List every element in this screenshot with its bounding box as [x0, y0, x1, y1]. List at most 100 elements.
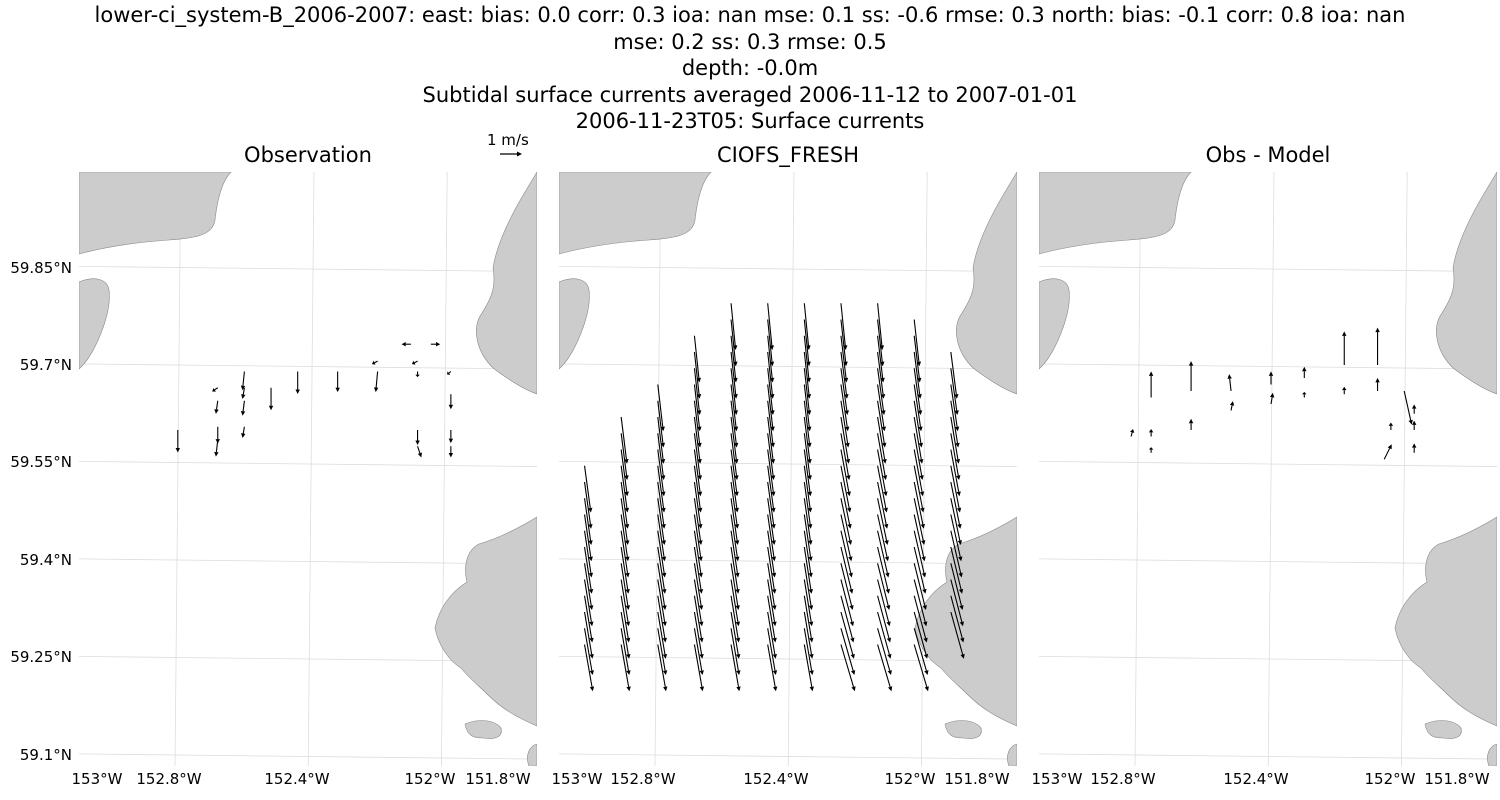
current-vector-arrow: [913, 400, 924, 448]
current-vector-arrow: [950, 400, 960, 448]
current-vector-arrow: [620, 628, 631, 675]
current-vector-arrow: [913, 368, 923, 415]
current-vector-arrow: [693, 514, 703, 562]
current-vector-arrow: [913, 384, 923, 432]
current-vector-arrow: [877, 498, 889, 545]
current-vector-arrow: [840, 546, 854, 594]
current-vector-arrow: [730, 351, 738, 399]
lat-tick-label: 59.25°N: [10, 648, 72, 666]
lon-tick-label: 151.8°W: [1424, 770, 1490, 788]
lon-tick-label: 151.8°W: [944, 770, 1010, 788]
current-vector-arrow: [730, 449, 739, 497]
current-vector-arrow: [840, 351, 849, 399]
land-polygon: [1424, 720, 1462, 739]
current-vector-arrow: [913, 563, 927, 610]
lat-tick-label: 59.1°N: [19, 746, 72, 764]
current-vector-arrow: [657, 628, 668, 675]
current-vector-arrow: [840, 644, 856, 692]
current-vector-arrow: [767, 579, 777, 627]
current-vector-arrow: [657, 449, 666, 497]
current-vector-arrow: [1148, 429, 1154, 437]
land-polygon: [559, 172, 712, 255]
current-vector-arrow: [767, 303, 775, 350]
current-vector-arrow: [401, 342, 411, 347]
current-vector-arrow: [950, 449, 961, 497]
current-vector-arrow: [913, 351, 922, 399]
map-panel-difference[interactable]: [1039, 172, 1497, 766]
current-vector-arrow: [1342, 386, 1347, 395]
current-vector-arrow: [1383, 444, 1392, 460]
current-vector-arrow: [950, 351, 959, 399]
current-vector-arrow: [803, 595, 814, 643]
land-polygon: [1394, 516, 1497, 727]
current-vector-arrow: [767, 546, 777, 594]
map-panel-model[interactable]: [559, 172, 1017, 766]
current-vector-arrow: [877, 335, 885, 383]
current-vector-arrow: [1411, 443, 1417, 453]
current-vector-arrow: [840, 628, 856, 675]
current-vector-arrow: [620, 498, 630, 545]
current-vector-arrow: [693, 384, 702, 432]
current-vector-arrow: [913, 514, 926, 562]
current-vector-arrow: [840, 465, 852, 513]
current-vector-arrow: [373, 371, 379, 393]
current-vector-arrow: [803, 433, 812, 480]
current-vector-arrow: [840, 481, 852, 529]
current-vector-arrow: [1342, 331, 1347, 365]
current-vector-arrow: [840, 416, 851, 464]
current-vector-arrow: [840, 319, 848, 367]
current-vector-arrow: [693, 611, 704, 659]
current-vector-arrow: [913, 595, 928, 643]
current-vector-arrow: [767, 644, 778, 692]
current-vector-arrow: [583, 628, 594, 675]
current-vector-arrow: [840, 384, 850, 432]
current-vector-arrow: [803, 400, 812, 448]
current-vector-arrow: [913, 481, 925, 529]
current-vector-arrow: [620, 449, 629, 497]
lat-tick-label: 59.4°N: [19, 551, 72, 569]
current-vector-arrow: [950, 368, 959, 415]
lon-gridline: [654, 172, 662, 766]
current-vector-arrow: [657, 644, 668, 692]
current-vector-arrow: [877, 433, 888, 480]
lon-tick-label: 152°W: [884, 770, 936, 788]
current-vector-arrow: [1148, 447, 1154, 453]
current-vector-arrow: [840, 595, 855, 643]
map-panel-observation[interactable]: [79, 172, 537, 766]
current-vector-arrow: [583, 611, 594, 659]
current-vector-arrow: [583, 530, 594, 578]
current-vector-arrow: [877, 303, 885, 350]
lon-tick-label: 152.4°W: [264, 770, 330, 788]
current-vector-arrow: [803, 416, 812, 464]
current-vector-arrow: [657, 514, 667, 562]
current-vector-arrow: [877, 563, 891, 610]
current-vector-arrow: [620, 546, 630, 594]
current-vector-arrow: [913, 546, 927, 594]
lon-tick-label: 152.8°W: [136, 770, 202, 788]
current-vector-arrow: [448, 430, 454, 444]
current-vector-arrow: [877, 416, 887, 464]
land-polygon: [1039, 278, 1070, 370]
land-polygon: [434, 516, 537, 727]
current-vector-arrow: [767, 530, 777, 578]
current-vector-arrow: [877, 368, 886, 415]
current-vector-arrow: [693, 563, 704, 610]
current-vector-arrow: [840, 530, 853, 578]
lon-gridline: [174, 172, 182, 766]
current-vector-arrow: [913, 433, 924, 480]
current-vector-arrow: [241, 426, 246, 438]
current-vector-arrow: [803, 628, 814, 675]
current-vector-arrow: [693, 628, 704, 675]
current-vector-arrow: [877, 514, 890, 562]
current-vector-arrow: [913, 335, 922, 383]
current-vector-arrow: [730, 303, 738, 350]
lat-gridline: [559, 265, 1017, 272]
current-vector-arrow: [1268, 371, 1274, 385]
current-vector-arrow: [730, 481, 740, 529]
current-vector-arrow: [767, 563, 777, 610]
current-vector-arrow: [803, 351, 812, 399]
current-vector-arrow: [950, 514, 963, 562]
current-vector-arrow: [803, 465, 813, 513]
current-vector-arrow: [583, 595, 594, 643]
lon-gridline: [307, 172, 315, 766]
